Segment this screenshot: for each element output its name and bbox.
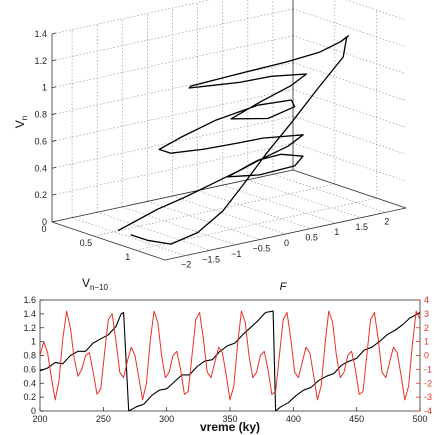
- series-black-line: [40, 310, 420, 411]
- z-tick-label: 1.4: [34, 29, 47, 39]
- x-axis-title: Vn−10: [82, 276, 109, 290]
- y-left-tick-label: 0.6: [23, 364, 36, 374]
- plot-frame: [39, 299, 421, 412]
- z-axis-title-subscript: n: [20, 116, 29, 120]
- y-tick-label: 0.5: [305, 233, 318, 243]
- grid-line-floor-y: [122, 206, 236, 246]
- y-right-tick-label: -1: [424, 364, 432, 374]
- x-axis-title: vreme (ky): [200, 420, 260, 434]
- y-right-tick-label: 2: [424, 323, 429, 333]
- y-tick-label: −0.5: [253, 243, 271, 253]
- grid-line-side-horizontal: [292, 142, 407, 182]
- y-left-tick-label: 1.6: [23, 295, 36, 305]
- y-left-tick-label: 1.4: [23, 309, 36, 319]
- y-tick-label: −1.5: [202, 254, 220, 264]
- time-series-chart: 0 0.2 0.4 0.6 0.8 1 1.2 1.4 1.6 -4 -3 -2 -1 0 1 2 3 4 200 2…: [23, 295, 432, 434]
- x-tick-label: 200: [32, 414, 47, 424]
- grid-line-side-horizontal: [292, 8, 407, 48]
- z-tick-mark: [51, 193, 57, 196]
- grid-line-floor-x: [93, 183, 335, 237]
- x-tick-label: 0: [41, 224, 46, 234]
- z-tick-mark: [51, 86, 57, 89]
- y-right-tick-label: 0: [424, 351, 429, 361]
- grid-line-back-horizontal: [51, 8, 294, 62]
- grid-line-back-horizontal: [51, 35, 294, 89]
- z-tick-label: 0.6: [34, 136, 47, 146]
- z-tick-label: 0.2: [34, 190, 47, 200]
- z-tick-label: 1: [42, 83, 47, 93]
- grid-line-side-horizontal: [292, 89, 407, 128]
- x-tick-label: 1: [125, 252, 130, 262]
- z-tick-label: 0.8: [34, 110, 47, 120]
- y-left-tick-label: 0.2: [23, 392, 36, 402]
- series-red-line: [40, 310, 420, 401]
- grid-line-side-horizontal: [292, 35, 407, 75]
- y-tick-label: 2: [384, 216, 389, 226]
- phase-space-3d-chart: 0 0.2 0.4 0.6 0.8 1 1.2 1.4 0 0.5 1 −2 −1.5 −1 −0.5 0 0.…: [13, 0, 407, 290]
- floor-side-edge: [292, 169, 407, 209]
- grid-line-back-horizontal: [51, 89, 294, 142]
- grid-line-side-horizontal: [345, 0, 407, 21]
- y-tick-label: −1: [231, 249, 241, 259]
- y-tick-label: 1: [334, 227, 339, 237]
- z-tick-mark: [51, 166, 57, 169]
- x-axis-title-subscript: n−10: [90, 283, 109, 290]
- grid-line-floor-y: [71, 217, 186, 256]
- grid-line-floor-y: [147, 201, 261, 240]
- floor-back-edge: [51, 169, 294, 223]
- y-right-tick-label: 3: [424, 309, 429, 319]
- grid-line-side-horizontal: [292, 62, 407, 101]
- grid-line-back-horizontal: [51, 62, 294, 115]
- z-tick-mark: [51, 32, 57, 35]
- z-tick-mark: [51, 140, 57, 142]
- x-tick-label: 450: [349, 414, 364, 424]
- grid-line-floor-y: [197, 190, 311, 229]
- x-axis-line: [51, 221, 166, 261]
- z-tick-label: 0.4: [34, 163, 47, 173]
- y-left-tick-label: 0.4: [23, 378, 36, 388]
- grid-line-back-horizontal: [51, 142, 294, 196]
- x-tick-label: 400: [286, 414, 301, 424]
- grid-line-floor-y: [272, 174, 387, 213]
- grid-line-floor-y: [97, 211, 211, 251]
- y-right-tick-label: 1: [424, 337, 429, 347]
- y-left-tick-label: 0: [31, 406, 36, 416]
- z-tick-label: 1.2: [34, 56, 47, 66]
- y-tick-label: 1.5: [356, 222, 369, 232]
- grid-line-side-horizontal: [292, 115, 407, 155]
- y-tick-label: 0: [284, 238, 289, 248]
- grid-line-floor-y: [247, 179, 361, 219]
- y-left-tick-label: 1: [31, 337, 36, 347]
- grid-line-floor-y: [172, 195, 286, 235]
- y-axis-title: F: [280, 281, 288, 290]
- grid-line-back-horizontal: [51, 0, 212, 35]
- y-right-tick-label: -2: [424, 378, 432, 388]
- x-tick-label: 250: [96, 414, 111, 424]
- y-left-tick-label: 1.2: [23, 323, 36, 333]
- z-tick-mark: [51, 220, 57, 223]
- x-tick-label: 300: [159, 414, 174, 424]
- y-right-tick-label: -4: [424, 406, 432, 416]
- x-tick-label: 500: [412, 414, 427, 424]
- z-axis-title: Vn: [13, 116, 29, 128]
- trajectory-line: [117, 35, 349, 245]
- x-tick-label: 0.5: [80, 238, 93, 248]
- grid-line-floor-y: [222, 184, 336, 224]
- y-right-tick-label: 4: [424, 295, 429, 305]
- y-right-tick-label: -3: [424, 392, 432, 402]
- y-axis-line: [164, 207, 407, 261]
- y-tick-label: −2: [181, 260, 191, 270]
- grid-line-floor-x: [135, 197, 377, 251]
- y-left-tick-label: 0.8: [23, 351, 36, 361]
- z-tick-mark: [51, 59, 57, 62]
- z-tick-label: 0: [42, 217, 47, 227]
- x-tick-label: 350: [222, 414, 237, 424]
- z-tick-mark: [51, 113, 57, 115]
